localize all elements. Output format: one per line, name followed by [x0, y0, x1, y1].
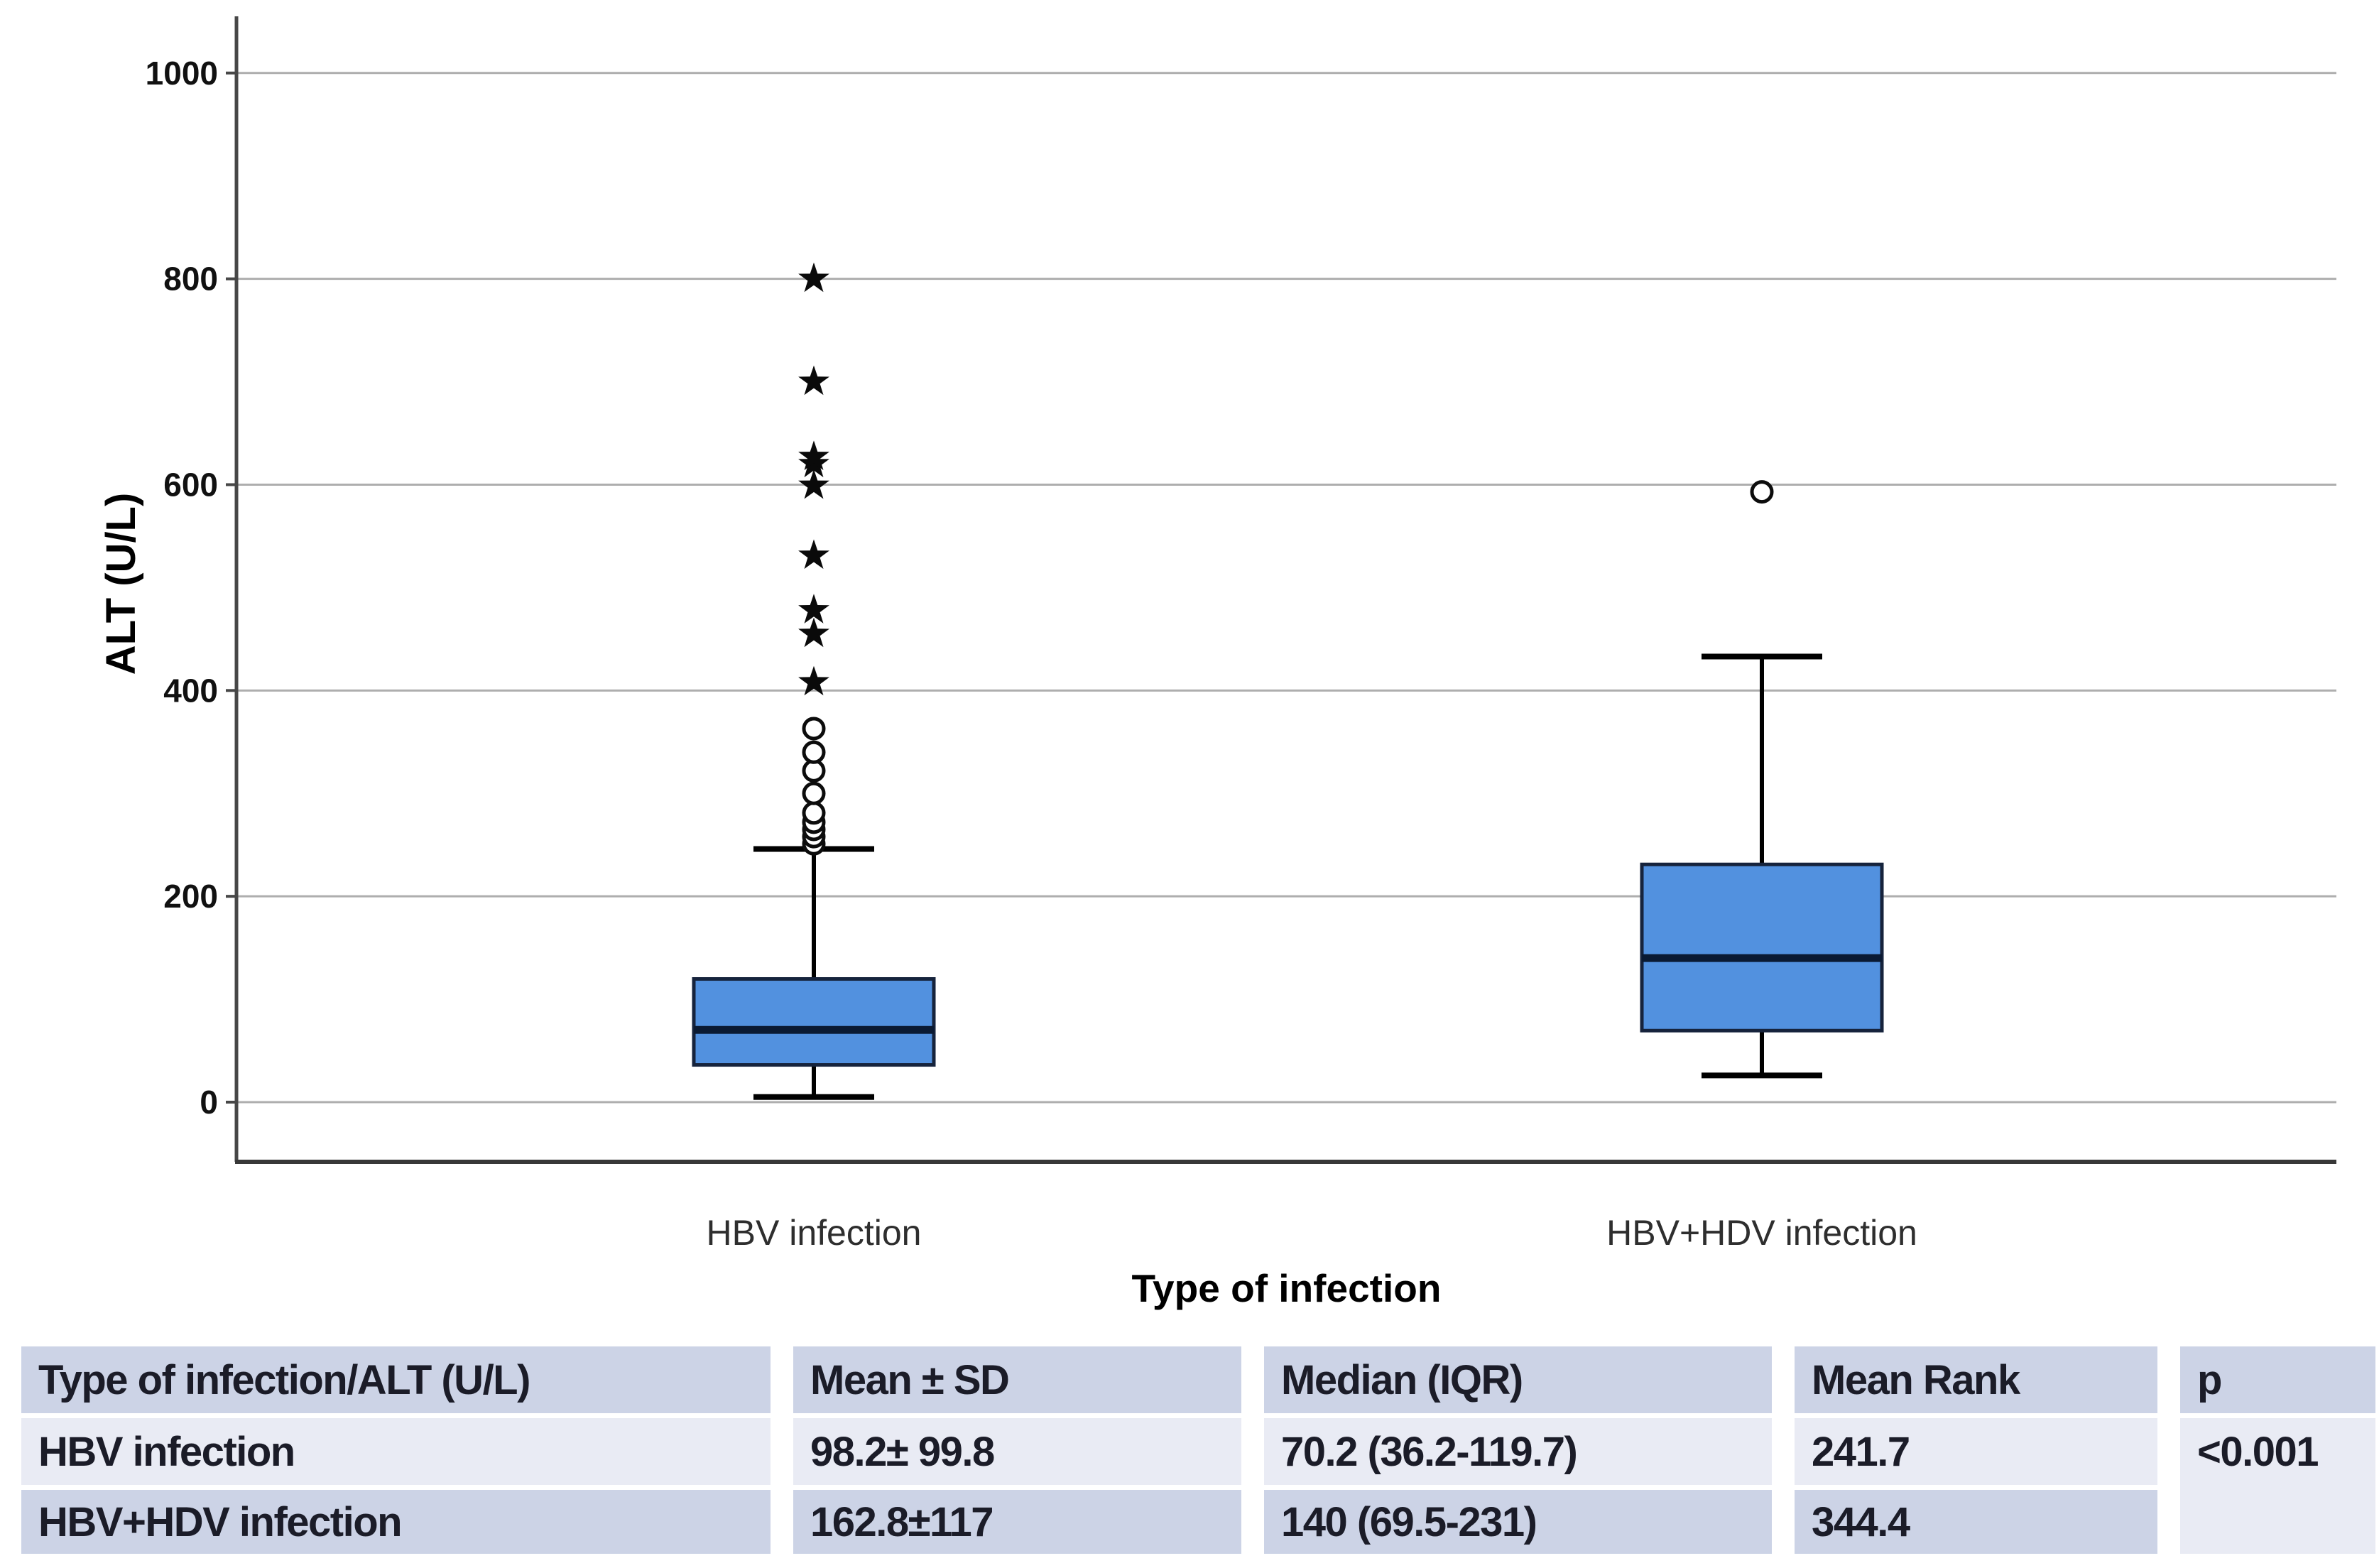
table-row-hbvhdv-mean-sd: 162.8±117: [793, 1490, 1241, 1554]
outlier-star: [798, 665, 829, 696]
table-row-hbvhdv-mean-rank: 344.4: [1795, 1490, 2157, 1554]
y-tick-label-600: 600: [163, 466, 218, 503]
outlier-star: [798, 539, 829, 570]
table-header-median-iqr: Median (IQR): [1264, 1346, 1772, 1413]
outlier-star: [798, 594, 829, 624]
outlier-star: [798, 617, 829, 648]
y-tick-label-200: 200: [163, 878, 218, 915]
outlier-star: [798, 440, 829, 470]
table-row-hbvhdv-median-iqr: 140 (69.5-231): [1264, 1490, 1772, 1554]
outlier-star: [798, 469, 829, 499]
x-category-label: HBV infection: [707, 1213, 922, 1253]
y-tick-label-400: 400: [163, 672, 218, 709]
table-row-hbv-mean-sd: 98.2± 99.8: [793, 1418, 1241, 1485]
y-tick-label-0: 0: [200, 1084, 218, 1121]
x-category-label: HBV+HDV infection: [1606, 1213, 1917, 1253]
outlier-circle: [802, 717, 826, 741]
table-header-mean-sd: Mean ± SD: [793, 1346, 1241, 1413]
y-tick-label-800: 800: [163, 261, 218, 298]
table-row-hbvhdv-label: HBV+HDV infection: [21, 1490, 771, 1554]
outlier-circle: [802, 740, 826, 764]
y-axis-title: ALT (U/L): [98, 493, 144, 675]
boxplot-chart: 0 200 400 600 800 1000 ALT (U/L) HBV infection H…: [98, 16, 2336, 1310]
table-header-p: p: [2180, 1346, 2375, 1413]
table-header-mean-rank: Mean Rank: [1795, 1346, 2157, 1413]
table-row-hbv-mean-rank: 241.7: [1795, 1418, 2157, 1485]
table-header-type: Type of infection/ALT (U/L): [21, 1346, 771, 1413]
statistics-table: Type of infection/ALT (U/L) Mean ± SD Me…: [21, 1346, 2375, 1554]
outlier-circle: [802, 781, 826, 805]
x-axis-title: Type of infection: [1132, 1266, 1442, 1310]
outlier-star: [798, 365, 829, 396]
outlier-circle: [802, 801, 826, 825]
table-row-hbv-label: HBV infection: [21, 1418, 771, 1485]
box-hbv: [692, 977, 936, 1067]
table-row-hbv-median-iqr: 70.2 (36.2-119.7): [1264, 1418, 1772, 1485]
outlier-circle: [1750, 480, 1774, 504]
table-cell-p-value: <0.001: [2180, 1418, 2375, 1554]
y-tick-label-1000: 1000: [146, 55, 218, 92]
box-hbv-hdv: [1640, 862, 1884, 1033]
outlier-star: [798, 262, 829, 293]
